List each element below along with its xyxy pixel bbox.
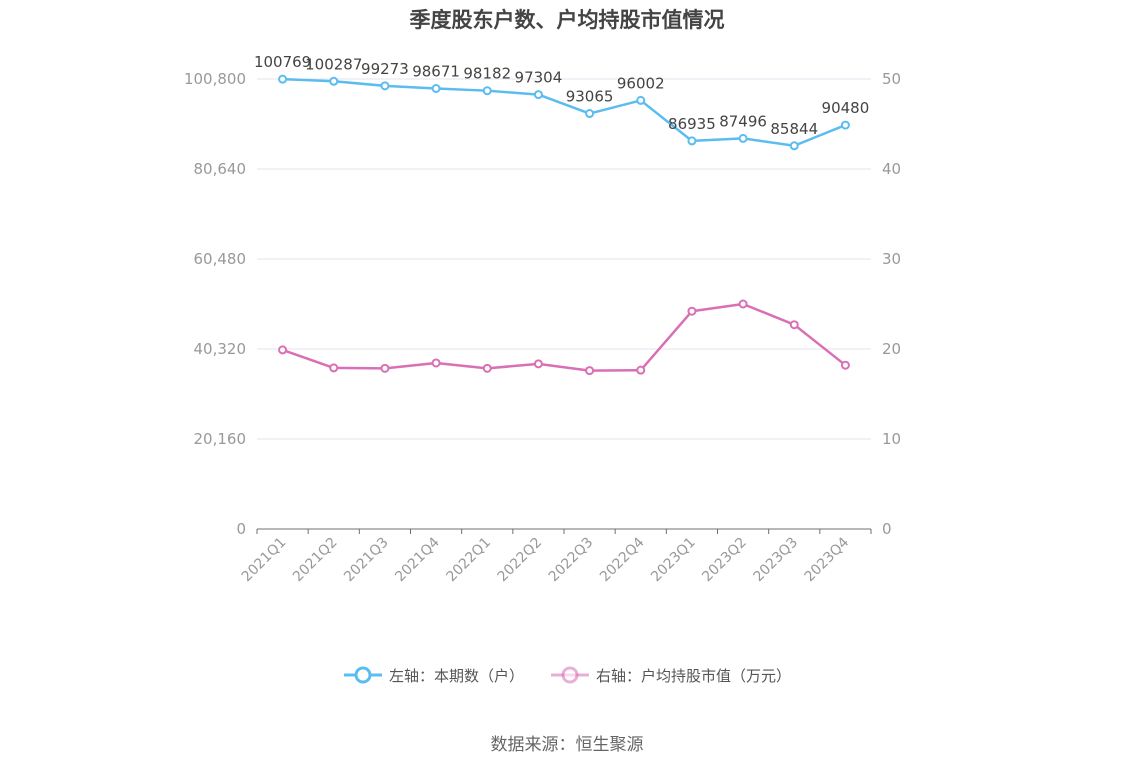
x-axis-tick-label: 2022Q2 [495,535,546,586]
left-axis-tick-label: 40,320 [194,340,247,358]
data-point[interactable] [431,84,441,94]
legend-label-right-series: 右轴：户均持股市值（万元） [596,666,792,685]
data-point[interactable] [380,81,390,91]
left-axis-tick-label: 0 [236,520,246,538]
source-note: 数据来源：恒生聚源 [490,735,644,755]
data-point[interactable] [329,363,339,373]
data-label: 90480 [822,99,870,117]
series-line-left [282,77,846,148]
x-axis-tick-label: 2023Q1 [648,535,699,586]
data-label: 93065 [566,88,614,106]
x-axis-tick-label: 2021Q2 [290,535,341,586]
data-label: 97304 [515,69,563,87]
legend-label-left-series: 左轴：本期数（户） [388,666,524,685]
right-axis-tick-label: 30 [882,250,901,268]
x-axis-tick-label: 2021Q3 [341,535,392,586]
data-point[interactable] [533,359,543,369]
right-axis-tick-label: 0 [882,520,892,538]
x-axis-tick-label: 2021Q1 [239,535,290,586]
series [278,74,850,376]
data-point[interactable] [840,120,850,130]
data-point[interactable] [482,363,492,373]
data-point[interactable] [738,299,748,309]
x-axis-tick-label: 2022Q1 [443,535,494,586]
series-line-right [282,302,847,372]
data-label: 86935 [668,115,716,133]
data-point[interactable] [278,74,288,84]
legend-item-left-series[interactable]: 左轴：本期数（户） [343,664,524,686]
right-axis-tick-label: 40 [882,160,901,178]
data-point[interactable] [482,86,492,96]
x-axis-tick-label: 2022Q4 [597,534,648,585]
left-axis-tick-label: 80,640 [194,160,247,178]
legend-line-marker-icon [343,666,382,684]
left-axis-tick-label: 60,480 [194,250,247,268]
data-point[interactable] [636,95,646,105]
x-axis-tick-label: 2023Q2 [699,535,750,586]
data-point[interactable] [789,320,799,330]
gridlines [257,78,871,440]
data-point[interactable] [687,306,697,316]
data-label: 100287 [305,55,362,73]
data-point[interactable] [840,360,850,370]
legend-item-right-series[interactable]: 右轴：户均持股市值（万元） [550,664,791,686]
data-point[interactable] [687,136,697,146]
data-label: 99273 [361,60,409,78]
left-axis-tick-label: 100,800 [184,70,246,88]
x-axis-tick-label: 2021Q4 [392,534,443,585]
x-axis-tick-label: 2023Q4 [802,534,853,585]
right-axis-tick-label: 50 [882,70,901,88]
data-point[interactable] [789,141,799,151]
data-label: 87496 [719,112,767,130]
chart-title: 季度股东户数、户均持股市值情况 [409,8,725,32]
data-point[interactable] [533,90,543,100]
left-axis-tick-label: 20,160 [194,430,247,448]
x-axis-tick-label: 2023Q3 [750,535,801,586]
data-point[interactable] [636,365,646,375]
data-point[interactable] [329,76,339,86]
data-label: 98182 [463,65,511,83]
data-point[interactable] [431,358,441,368]
data-point[interactable] [738,133,748,143]
legend: 左轴：本期数（户） 右轴：户均持股市值（万元） [0,664,1134,686]
data-label: 85844 [770,120,818,138]
legend-line-marker-icon [551,666,589,684]
right-axis-tick-label: 20 [882,340,901,358]
data-point[interactable] [585,109,595,119]
x-axis-tick-label: 2022Q3 [546,535,597,586]
data-point[interactable] [380,363,390,373]
data-label: 100769 [254,53,311,71]
data-label: 98671 [412,63,460,81]
data-point[interactable] [585,366,595,376]
right-axis-tick-label: 10 [882,430,901,448]
data-point[interactable] [278,345,288,355]
data-label: 96002 [617,74,665,92]
